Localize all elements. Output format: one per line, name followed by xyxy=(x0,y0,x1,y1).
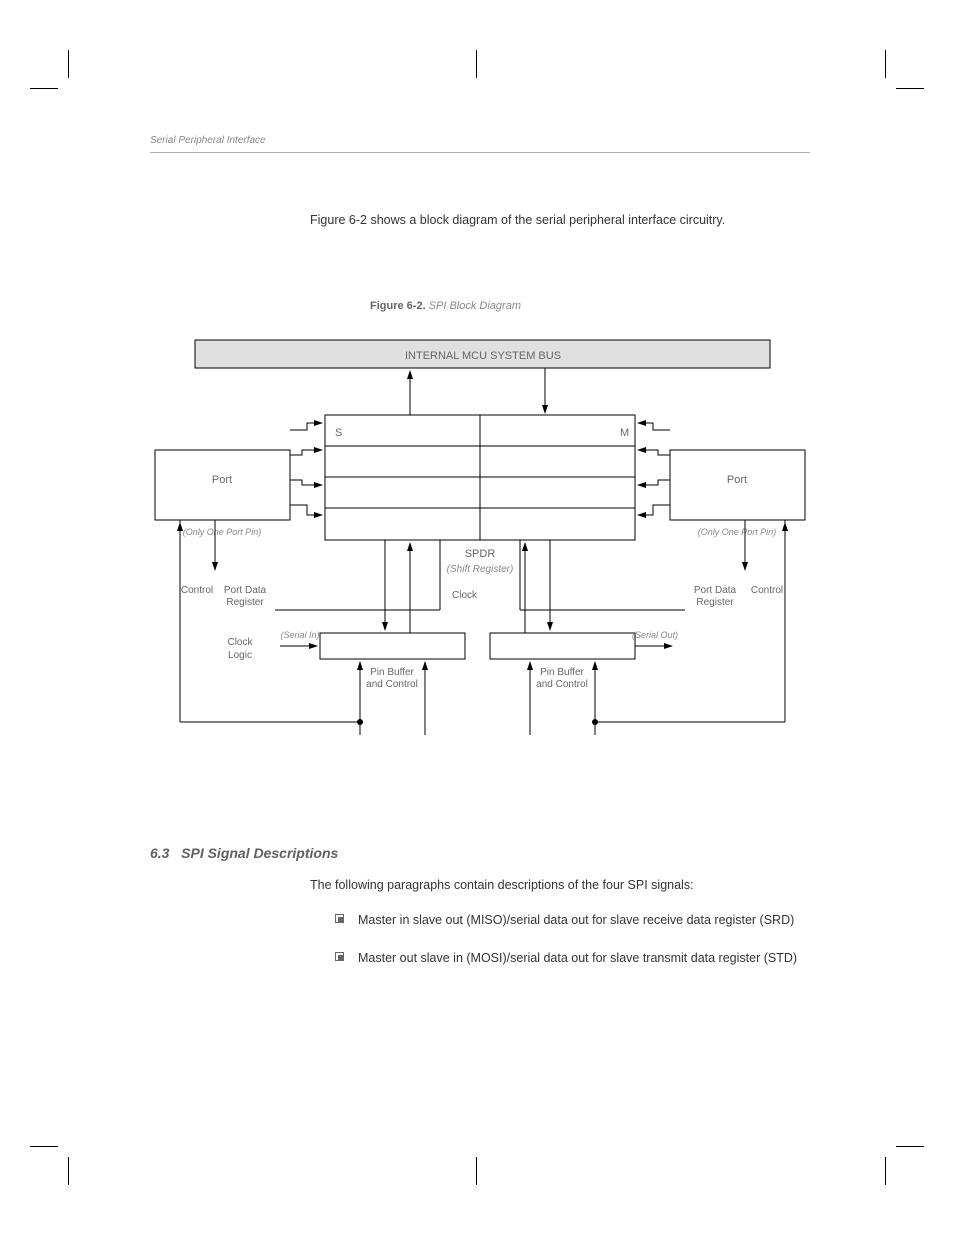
bullet-text: Master out slave in (MOSI)/serial data o… xyxy=(358,948,797,968)
svg-text:(Serial In): (Serial In) xyxy=(280,630,319,640)
svg-text:Port: Port xyxy=(212,474,232,486)
svg-text:Port Data: Port Data xyxy=(224,585,267,596)
figure-caption: Figure 6-2. SPI Block Diagram xyxy=(370,300,521,312)
crop-mark xyxy=(68,50,69,78)
svg-text:Logic: Logic xyxy=(228,650,252,661)
crop-mark xyxy=(885,1157,886,1185)
crop-mark xyxy=(885,50,886,78)
bullet-icon xyxy=(335,952,344,961)
spdr-block: S M xyxy=(325,415,635,540)
svg-text:Pin Buffer: Pin Buffer xyxy=(540,667,584,678)
section-title: SPI Signal Descriptions xyxy=(181,845,338,861)
figure-number: Figure 6-2. xyxy=(370,300,426,312)
internal-bus-label: INTERNAL MCU SYSTEM BUS xyxy=(405,350,561,362)
crop-mark xyxy=(896,1146,924,1147)
svg-text:(Only One Port Pin): (Only One Port Pin) xyxy=(183,527,262,537)
svg-text:Control: Control xyxy=(751,585,783,596)
crop-mark xyxy=(68,1157,69,1185)
svg-text:M: M xyxy=(620,427,629,439)
bullet-item: Master in slave out (MISO)/serial data o… xyxy=(335,910,810,930)
bullet-item: Master out slave in (MOSI)/serial data o… xyxy=(335,948,810,968)
svg-text:Control: Control xyxy=(181,585,213,596)
spdr-label: SPDR xyxy=(465,548,496,560)
svg-text:Port: Port xyxy=(727,474,747,486)
svg-text:Clock: Clock xyxy=(227,637,253,648)
spi-block-diagram: INTERNAL MCU SYSTEM BUS S M SPDR (Shift … xyxy=(150,335,820,775)
svg-text:Pin Buffer: Pin Buffer xyxy=(370,667,414,678)
svg-text:Clock: Clock xyxy=(452,590,478,601)
crop-mark xyxy=(476,50,477,78)
page-header: Serial Peripheral Interface xyxy=(150,135,810,153)
svg-text:(Serial Out): (Serial Out) xyxy=(632,630,678,640)
section-intro: The following paragraphs contain descrip… xyxy=(310,875,810,895)
svg-text:and Control: and Control xyxy=(536,679,588,690)
intro-text: Figure 6-2 shows a block diagram of the … xyxy=(310,213,725,227)
crop-mark xyxy=(896,88,924,89)
crop-mark xyxy=(30,1146,58,1147)
pin-buffer-left xyxy=(320,633,465,659)
bullet-icon xyxy=(335,914,344,923)
section-heading: 6.3 SPI Signal Descriptions xyxy=(150,845,338,861)
section-intro-text: The following paragraphs contain descrip… xyxy=(310,878,694,892)
figure-title: SPI Block Diagram xyxy=(429,300,521,312)
svg-text:Register: Register xyxy=(696,597,734,608)
intro-paragraph: Figure 6-2 shows a block diagram of the … xyxy=(310,210,810,230)
pin-buffer-right xyxy=(490,633,635,659)
svg-text:and Control: and Control xyxy=(366,679,418,690)
crop-mark xyxy=(30,88,58,89)
svg-text:Register: Register xyxy=(226,597,264,608)
section-number: 6.3 xyxy=(150,845,169,861)
shift-reg-label: (Shift Register) xyxy=(447,564,514,575)
svg-text:Port Data: Port Data xyxy=(694,585,737,596)
svg-text:(Only One Port Pin): (Only One Port Pin) xyxy=(698,527,777,537)
bullet-text: Master in slave out (MISO)/serial data o… xyxy=(358,910,794,930)
header-left: Serial Peripheral Interface xyxy=(150,135,266,146)
crop-mark xyxy=(476,1157,477,1185)
header-rule xyxy=(150,152,810,153)
bullet-list: Master in slave out (MISO)/serial data o… xyxy=(335,910,810,978)
svg-text:S: S xyxy=(335,427,342,439)
